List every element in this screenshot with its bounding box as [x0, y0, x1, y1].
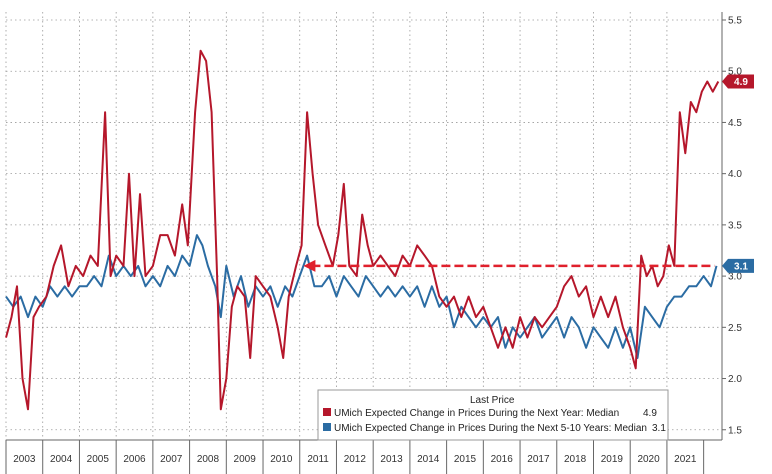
legend-value-five-ten-year: 3.1 [652, 423, 666, 434]
legend-swatch-five-ten-year [323, 423, 331, 431]
series-line-one-year [5, 49, 720, 411]
x-tick-label: 2009 [234, 454, 257, 465]
legend: Last Price UMich Expected Change in Pric… [317, 389, 669, 441]
x-tick-label: 2015 [454, 454, 477, 465]
reference-line-layer [303, 259, 715, 272]
y-tick-label: 2.0 [728, 374, 742, 385]
y-tick-label: 5.0 [728, 67, 742, 78]
series-line-five-ten-year [5, 234, 718, 359]
legend-swatch-one-year [323, 408, 331, 416]
x-tick-label: 2021 [674, 454, 697, 465]
x-tick-label: 2013 [380, 454, 403, 465]
y-tick-label: 2.5 [728, 323, 742, 334]
x-tick-label: 2005 [87, 454, 110, 465]
x-tick-label: 2006 [123, 454, 146, 465]
badge-label-five-ten-year: 3.1 [734, 261, 748, 272]
y-tick-label: 1.5 [728, 425, 742, 436]
y-tick-label: 4.0 [728, 169, 742, 180]
y-tick-label: 3.0 [728, 272, 742, 283]
y-tick-label: 4.5 [728, 118, 742, 129]
y-tick-label: 5.5 [728, 16, 742, 27]
badge-five-ten-year [722, 258, 754, 273]
x-tick-label: 2019 [601, 454, 624, 465]
x-tick-label: 2017 [527, 454, 550, 465]
x-tick-label: 2010 [270, 454, 293, 465]
y-tick-label: 3.5 [728, 220, 742, 231]
legend-title: Last Price [470, 395, 515, 406]
x-tick-label: 2008 [197, 454, 220, 465]
x-tick-label: 2011 [307, 454, 329, 465]
x-tick-label: 2003 [13, 454, 36, 465]
x-tick-label: 2016 [491, 454, 514, 465]
legend-label-five-ten-year: UMich Expected Change in Prices During t… [334, 423, 647, 434]
reference-arrowhead [303, 259, 316, 272]
x-tick-label: 2014 [417, 454, 440, 465]
legend-label-one-year: UMich Expected Change in Prices During t… [334, 408, 619, 419]
x-tick-label: 2012 [344, 454, 367, 465]
legend-box [317, 389, 669, 441]
badge-one-year [722, 74, 754, 89]
badge-label-one-year: 4.9 [734, 77, 748, 88]
x-tick-label: 2007 [160, 454, 183, 465]
x-tick-label: 2018 [564, 454, 587, 465]
legend-value-one-year: 4.9 [643, 408, 657, 419]
x-tick-label: 2004 [50, 454, 73, 465]
x-tick-label: 2020 [637, 454, 660, 465]
last-value-badges: 4.9 3.1 [722, 74, 754, 273]
series-layer [5, 49, 720, 411]
y-axis: 1.5 2.0 2.5 3.0 3.5 4.0 4.5 5.0 5.5 [721, 12, 742, 440]
